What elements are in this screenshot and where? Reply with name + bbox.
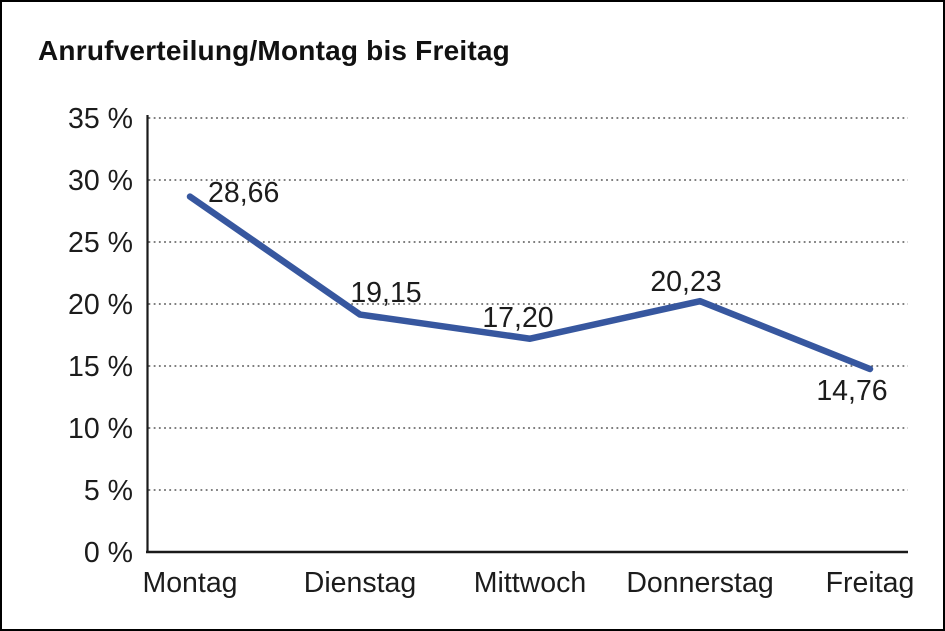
x-tick-label: Dienstag — [304, 567, 416, 599]
data-value-label: 28,66 — [208, 177, 279, 209]
x-tick-label: Mittwoch — [474, 567, 586, 599]
x-tick-label: Freitag — [826, 567, 915, 599]
y-tick-label: 20 % — [68, 289, 133, 321]
chart-title: Anrufverteilung/Montag bis Freitag — [38, 35, 510, 66]
data-value-label: 19,15 — [350, 277, 421, 309]
y-tick-label: 15 % — [68, 351, 133, 383]
y-tick-label: 0 % — [84, 537, 133, 569]
y-tick-label: 35 % — [68, 103, 133, 135]
data-value-label: 20,23 — [650, 266, 721, 298]
y-tick-label: 10 % — [68, 413, 133, 445]
x-tick-label: Montag — [142, 567, 237, 599]
y-tick-label: 5 % — [84, 475, 133, 507]
y-tick-label: 25 % — [68, 227, 133, 259]
data-line — [186, 193, 874, 373]
data-value-label: 17,20 — [482, 302, 553, 334]
y-tick-label: 30 % — [68, 165, 133, 197]
data-value-label: 14,76 — [816, 375, 887, 407]
x-tick-label: Donnerstag — [626, 567, 773, 599]
